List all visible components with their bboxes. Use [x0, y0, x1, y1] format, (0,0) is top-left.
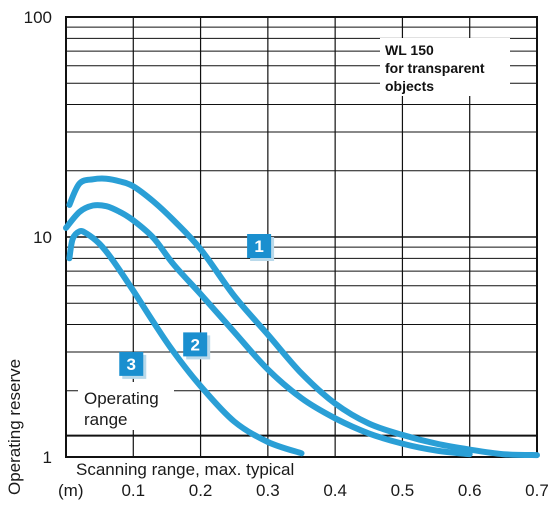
chart-title-line2: for transparent: [385, 60, 485, 76]
chart-title-bg: [380, 38, 510, 96]
series-3-badge: 3: [119, 351, 147, 379]
operating-range-annotation-bg: [78, 382, 174, 430]
badge-box: [119, 351, 144, 376]
badge-box: [183, 332, 208, 357]
chart-title-line3: objects: [385, 78, 434, 94]
y-ticks: 1 10 100: [24, 8, 52, 467]
x-tick-label: 0.6: [458, 481, 482, 500]
series-1-label: 1: [254, 237, 263, 256]
x-tick-label: 0.5: [391, 481, 415, 500]
operating-range-annotation: Operating range: [78, 382, 174, 430]
chart-title: WL 150 for transparent objects: [380, 38, 510, 96]
x-ticks: 0.1 0.2 0.3 0.4 0.5 0.6 0.7: [121, 481, 548, 500]
y-tick-label: 1: [43, 448, 52, 467]
x-axis-unit: (m): [58, 481, 83, 500]
x-tick-label: 0.7: [525, 481, 549, 500]
series-2-line: [63, 202, 473, 458]
series-1-badge: 1: [247, 234, 275, 262]
plot-frame: [65, 16, 538, 458]
y-tick-label: 10: [33, 228, 52, 247]
x-tick-label: 0.1: [121, 481, 145, 500]
series-badges: 1 2 3: [119, 234, 275, 379]
x-tick-label: 0.3: [256, 481, 280, 500]
series-2-badge: 2: [183, 332, 211, 360]
x-tick-label: 0.2: [189, 481, 213, 500]
x-tick-label: 0.4: [323, 481, 347, 500]
y-tick-label: 100: [24, 8, 52, 27]
operating-range-label-line2: range: [84, 410, 127, 429]
operating-range-label-line1: Operating: [84, 389, 159, 408]
series-2-label: 2: [190, 335, 199, 354]
chart-title-line1: WL 150: [385, 42, 434, 58]
series-layer: [63, 175, 540, 459]
x-axis-label: Scanning range, max. typical: [76, 460, 294, 479]
y-axis-label: Operating reserve: [5, 359, 24, 495]
series-1-line: [66, 175, 540, 459]
series-3-line: [66, 228, 305, 457]
badge-box: [247, 234, 272, 259]
series-3-label: 3: [127, 355, 136, 374]
